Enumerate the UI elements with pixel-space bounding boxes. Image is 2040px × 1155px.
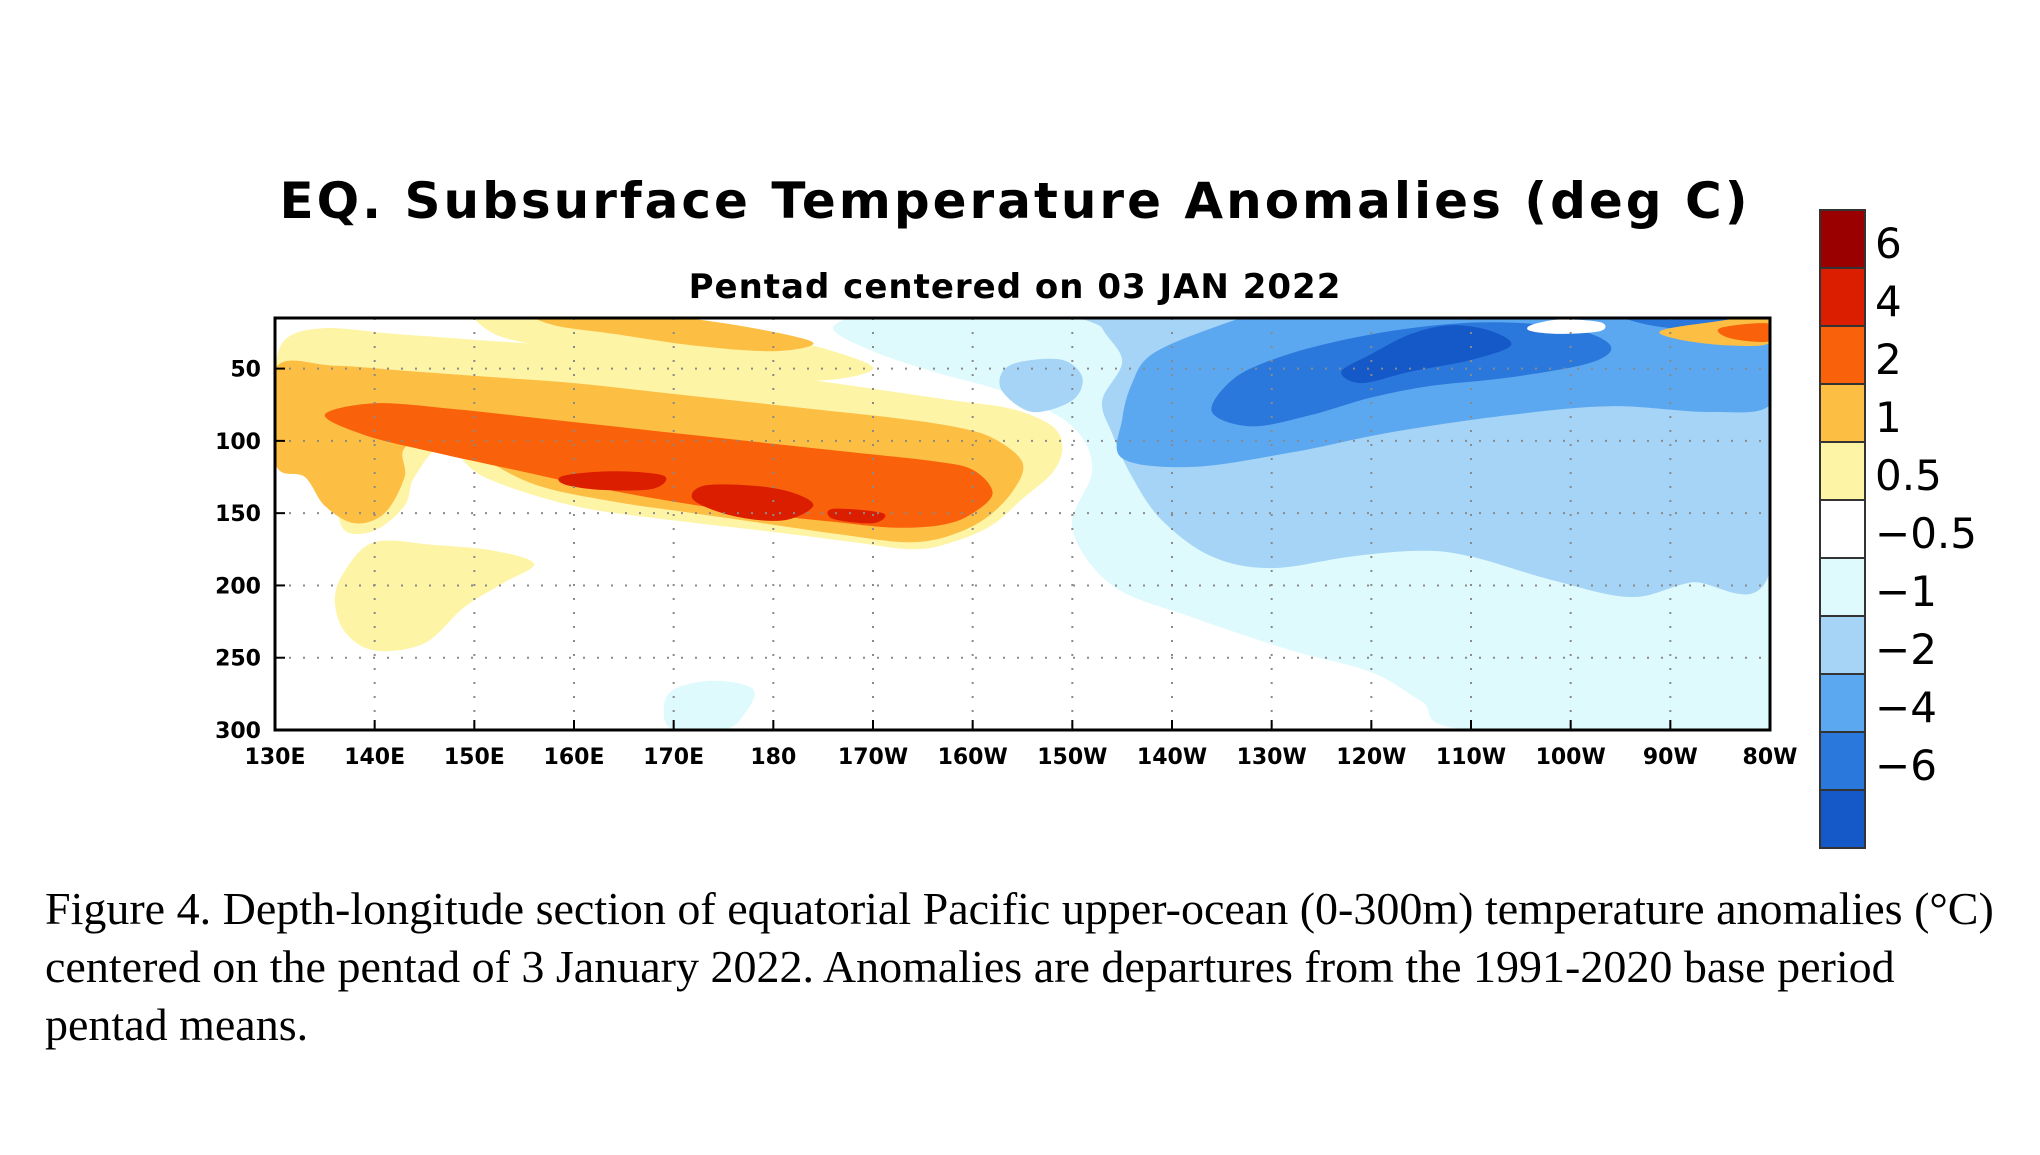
x-tick-label: 180 [750, 745, 796, 770]
y-tick-label: 200 [215, 574, 261, 599]
colorbar-label: −0.5 [1875, 509, 1977, 558]
colorbar-swatch [1819, 325, 1866, 385]
contour-region [534, 318, 814, 352]
contour-region [691, 484, 814, 521]
colorbar-swatch [1819, 441, 1866, 501]
plot-frame [273, 316, 1772, 732]
x-tick-label: 140E [344, 745, 405, 770]
contour-region [1717, 323, 1770, 342]
x-tick-label: 160E [544, 745, 605, 770]
x-tick-label: 80W [1743, 745, 1798, 770]
x-tick-label: 130W [1237, 745, 1307, 770]
contour-region [1527, 319, 1606, 334]
figure-caption: Figure 4. Depth-longitude section of equ… [45, 883, 1994, 1050]
colorbar-swatch [1819, 267, 1866, 327]
y-tick-label: 300 [215, 719, 261, 744]
contour-region [334, 540, 535, 652]
chart-title: EQ. Subsurface Temperature Anomalies (de… [279, 172, 1750, 230]
contour-region [324, 403, 993, 528]
x-axis: 130E 140E 150E 160E 170E 180 170W 160W 150W 140W 1… [245, 720, 1798, 770]
y-tick-label: 250 [215, 647, 261, 672]
colorbar-swatch [1819, 673, 1866, 733]
colorbar-label: 0.5 [1875, 451, 1942, 500]
colorbar: 6 4 2 1 0.5 −0.5 −1 −2 −4 −6 [1819, 209, 1977, 849]
y-tick-label: 150 [215, 502, 261, 527]
colorbar-label: −4 [1875, 683, 1937, 732]
contour-region [558, 471, 667, 491]
x-tick-label: 170E [643, 745, 704, 770]
colorbar-swatch [1819, 557, 1866, 617]
chart-subtitle: Pentad centered on 03 JAN 2022 [689, 267, 1342, 307]
x-tick-label: 150E [444, 745, 505, 770]
colorbar-label: −2 [1875, 625, 1937, 674]
y-tick-label: 100 [215, 430, 261, 455]
contour-region [1341, 325, 1512, 384]
x-tick-label: 120W [1336, 745, 1406, 770]
x-tick-label: 170W [838, 745, 908, 770]
colorbar-label: 1 [1875, 393, 1902, 442]
x-tick-label: 130E [245, 745, 306, 770]
contour-region [827, 508, 886, 524]
colorbar-swatch [1819, 731, 1866, 791]
x-tick-label: 110W [1436, 745, 1506, 770]
colorbar-label: 6 [1875, 219, 1902, 268]
x-tick-label: 100W [1536, 745, 1606, 770]
y-axis: 50 100 150 200 250 300 [215, 358, 285, 744]
colorbar-swatch [1819, 789, 1866, 849]
colorbar-swatch [1819, 209, 1866, 269]
contour-region [999, 358, 1083, 413]
anomaly-contours [275, 318, 1770, 730]
x-tick-label: 140W [1137, 745, 1207, 770]
colorbar-label: 2 [1875, 335, 1902, 384]
x-tick-label: 90W [1643, 745, 1698, 770]
x-tick-label: 160W [938, 745, 1008, 770]
contour-region [1211, 322, 1612, 427]
colorbar-swatch [1819, 499, 1866, 559]
colorbar-swatch [1819, 615, 1866, 675]
x-tick-label: 150W [1037, 745, 1107, 770]
colorbar-label: −1 [1875, 567, 1937, 616]
colorbar-swatch [1819, 383, 1866, 443]
contour-region [663, 680, 755, 730]
colorbar-label: 4 [1875, 277, 1902, 326]
colorbar-label: −6 [1875, 741, 1937, 790]
y-tick-label: 50 [230, 358, 261, 383]
